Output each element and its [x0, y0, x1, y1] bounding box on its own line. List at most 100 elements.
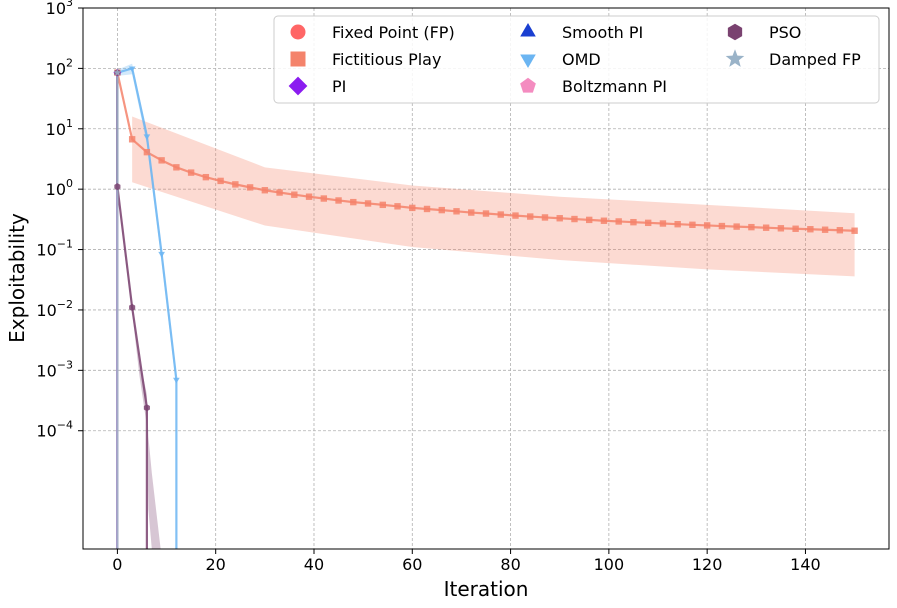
- fictitious-play-point: [807, 226, 814, 233]
- damped-fp-legend-marker: [725, 49, 745, 67]
- fictitious-play-point: [482, 210, 490, 217]
- y-tick-label: 10−1: [36, 238, 73, 260]
- y-tick-exponent: −3: [57, 358, 73, 371]
- confidence-bands: [117, 63, 855, 549]
- x-tick-label: 20: [206, 555, 226, 574]
- pso-point: [129, 303, 136, 311]
- fictitious-play-point: [777, 225, 785, 232]
- x-tick-label: 40: [304, 555, 324, 574]
- pso-point: [114, 183, 121, 191]
- fictitious-play-point: [438, 206, 445, 214]
- plot-frame: [82, 7, 890, 550]
- fictitious-play-point: [733, 223, 740, 230]
- fictitious-play-point: [674, 220, 681, 228]
- fictitious-play-point: [143, 148, 151, 156]
- x-axis-title: Iteration: [444, 577, 529, 601]
- fictitious-play-point: [453, 208, 460, 215]
- fictitious-play-point: [615, 218, 622, 225]
- pi-legend-label: PI: [332, 77, 346, 96]
- fictitious-play-point: [468, 209, 475, 216]
- x-tick-label: 60: [402, 555, 422, 574]
- fictitious-play-point: [423, 205, 431, 213]
- y-tick-label: 101: [46, 117, 73, 139]
- omd-point: [173, 377, 180, 384]
- y-tick-exponent: 1: [66, 117, 73, 130]
- x-tick-label: 120: [692, 555, 723, 574]
- pso-legend-label: PSO: [769, 23, 801, 42]
- fictitious-play-point: [703, 222, 711, 229]
- y-tick-base: 10: [46, 59, 66, 78]
- y-tick-base: 10: [36, 361, 56, 380]
- omd-legend-label: OMD: [562, 50, 601, 69]
- omd-line: [117, 67, 178, 549]
- fictitious-play-point: [246, 184, 254, 191]
- pi-legend-marker: [288, 76, 308, 96]
- fictitious-play-point: [187, 169, 195, 176]
- pso-legend-marker: [727, 23, 743, 41]
- x-tick-label: 100: [594, 555, 625, 574]
- y-tick-base: 10: [46, 180, 66, 199]
- fictitious-play-point: [821, 226, 829, 233]
- legend: Fixed Point (FP) Fictitious Play PI Smooth …: [273, 15, 880, 104]
- fictitious-play-point: [527, 213, 534, 220]
- series-markers: [113, 66, 858, 412]
- y-tick-base: 10: [36, 241, 56, 260]
- axis-ticks: 0 20 40 60 80 100 120 14010310210110010−110−210…: [36, 0, 820, 574]
- omd-point: [158, 251, 165, 258]
- pso-point: [143, 404, 150, 412]
- legend-box: [273, 15, 880, 104]
- damped-fp-point: [113, 68, 122, 77]
- y-tick-label: 100: [46, 177, 73, 199]
- x-tick-label: 80: [500, 555, 520, 574]
- fictitious-play-point: [217, 177, 224, 185]
- y-tick-exponent: −1: [57, 238, 73, 251]
- x-tick-label: 140: [790, 555, 821, 574]
- fictitious-play-point: [792, 225, 799, 232]
- fictitious-play-point: [364, 200, 372, 207]
- fictitious-play-point: [379, 201, 386, 209]
- fictitious-play-point: [836, 227, 844, 234]
- boltzmann-pi-legend-label: Boltzmann PI: [562, 77, 667, 96]
- fictitious-play-point: [232, 181, 239, 188]
- y-tick-label: 103: [46, 0, 73, 18]
- omd-point: [128, 66, 136, 73]
- fictitious-play-point: [748, 223, 755, 231]
- fictitious-play-point: [261, 187, 269, 194]
- y-tick-exponent: 3: [66, 0, 73, 9]
- fictitious-play-point: [659, 220, 667, 227]
- fictitious-play-point: [586, 216, 593, 224]
- fictitious-play-point: [173, 164, 180, 171]
- fictitious-play-point: [644, 219, 652, 227]
- fictitious-play-point: [158, 157, 165, 164]
- y-tick-label: 102: [46, 56, 73, 78]
- fictitious-play-point: [630, 218, 637, 226]
- fictitious-play-point: [128, 136, 136, 143]
- boltzmann-pi-legend-marker: [520, 77, 536, 93]
- smooth-pi-legend-marker: [520, 23, 536, 37]
- fictitious-play-point: [512, 212, 519, 219]
- fictitious-play-point: [276, 189, 283, 196]
- fictitious-play-point: [291, 191, 298, 198]
- y-tick-base: 10: [36, 301, 56, 320]
- fictitious-play-point: [689, 221, 696, 228]
- fixed-point-fp-legend-label: Fixed Point (FP): [332, 23, 455, 42]
- fictitious-play-point: [541, 214, 549, 221]
- damped-fp-legend-label: Damped FP: [769, 50, 861, 69]
- omd-legend-marker: [520, 54, 536, 68]
- fictitious-play-point: [851, 227, 858, 234]
- y-tick-base: 10: [36, 422, 56, 441]
- fictitious-play-point: [497, 211, 504, 218]
- y-tick-exponent: −4: [57, 419, 73, 432]
- omd-point: [143, 134, 151, 141]
- y-tick-exponent: −2: [57, 298, 73, 311]
- fictitious-play-band: [132, 116, 855, 277]
- y-tick-label: 10−4: [36, 419, 73, 441]
- fictitious-play-point: [305, 193, 313, 200]
- fictitious-play-point: [571, 215, 578, 223]
- fictitious-play-point: [600, 217, 608, 224]
- fictitious-play-point: [202, 173, 210, 181]
- y-tick-exponent: 2: [66, 56, 73, 69]
- fictitious-play-point: [556, 215, 563, 222]
- fictitious-play-point: [335, 197, 342, 204]
- y-tick-base: 10: [46, 120, 66, 139]
